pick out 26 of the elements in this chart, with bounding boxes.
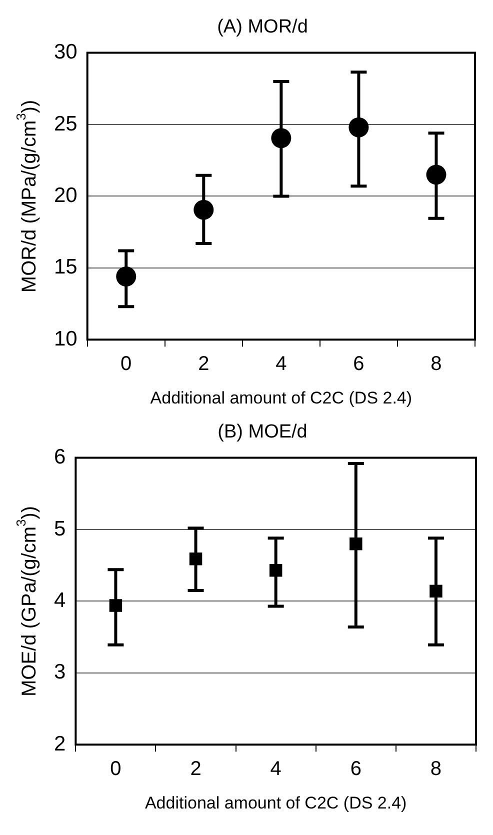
y-axis-title: MOE/d (GPa/(g/cm3)): [14, 506, 41, 696]
x-tick-label: 6: [353, 353, 364, 376]
y-axis-title: MOR/d (MPa/(g/cm3)): [14, 100, 41, 293]
x-tick-label: 0: [110, 758, 122, 780]
x-tick-label: 6: [350, 758, 362, 780]
chart-title: (A) MOR/d: [217, 16, 308, 38]
y-tick-label: 5: [54, 517, 66, 540]
chart-title: (B) MOE/d: [218, 422, 308, 443]
y-tick-label: 30: [54, 40, 78, 64]
x-tick-label: 2: [198, 353, 210, 376]
x-tick-label: 0: [120, 353, 132, 376]
y-tick-label: 10: [54, 327, 78, 350]
x-tick-label: 4: [276, 353, 287, 376]
y-tick-label: 4: [54, 588, 66, 612]
y-tick-label: 2: [54, 732, 66, 756]
x-axis-title: Additional amount of C2C (DS 2.4): [150, 388, 412, 408]
x-tick-label: 8: [430, 353, 442, 376]
x-axis-title: Additional amount of C2C (DS 2.4): [144, 793, 407, 812]
x-tick-label: 8: [430, 758, 442, 780]
y-tick-label: 25: [54, 112, 78, 136]
x-tick-label: 2: [190, 758, 202, 780]
y-tick-label: 6: [54, 446, 66, 469]
y-tick-label: 15: [54, 256, 78, 279]
y-tick-label: 20: [54, 184, 78, 207]
x-tick-label: 4: [270, 758, 282, 780]
y-tick-label: 3: [54, 660, 66, 684]
